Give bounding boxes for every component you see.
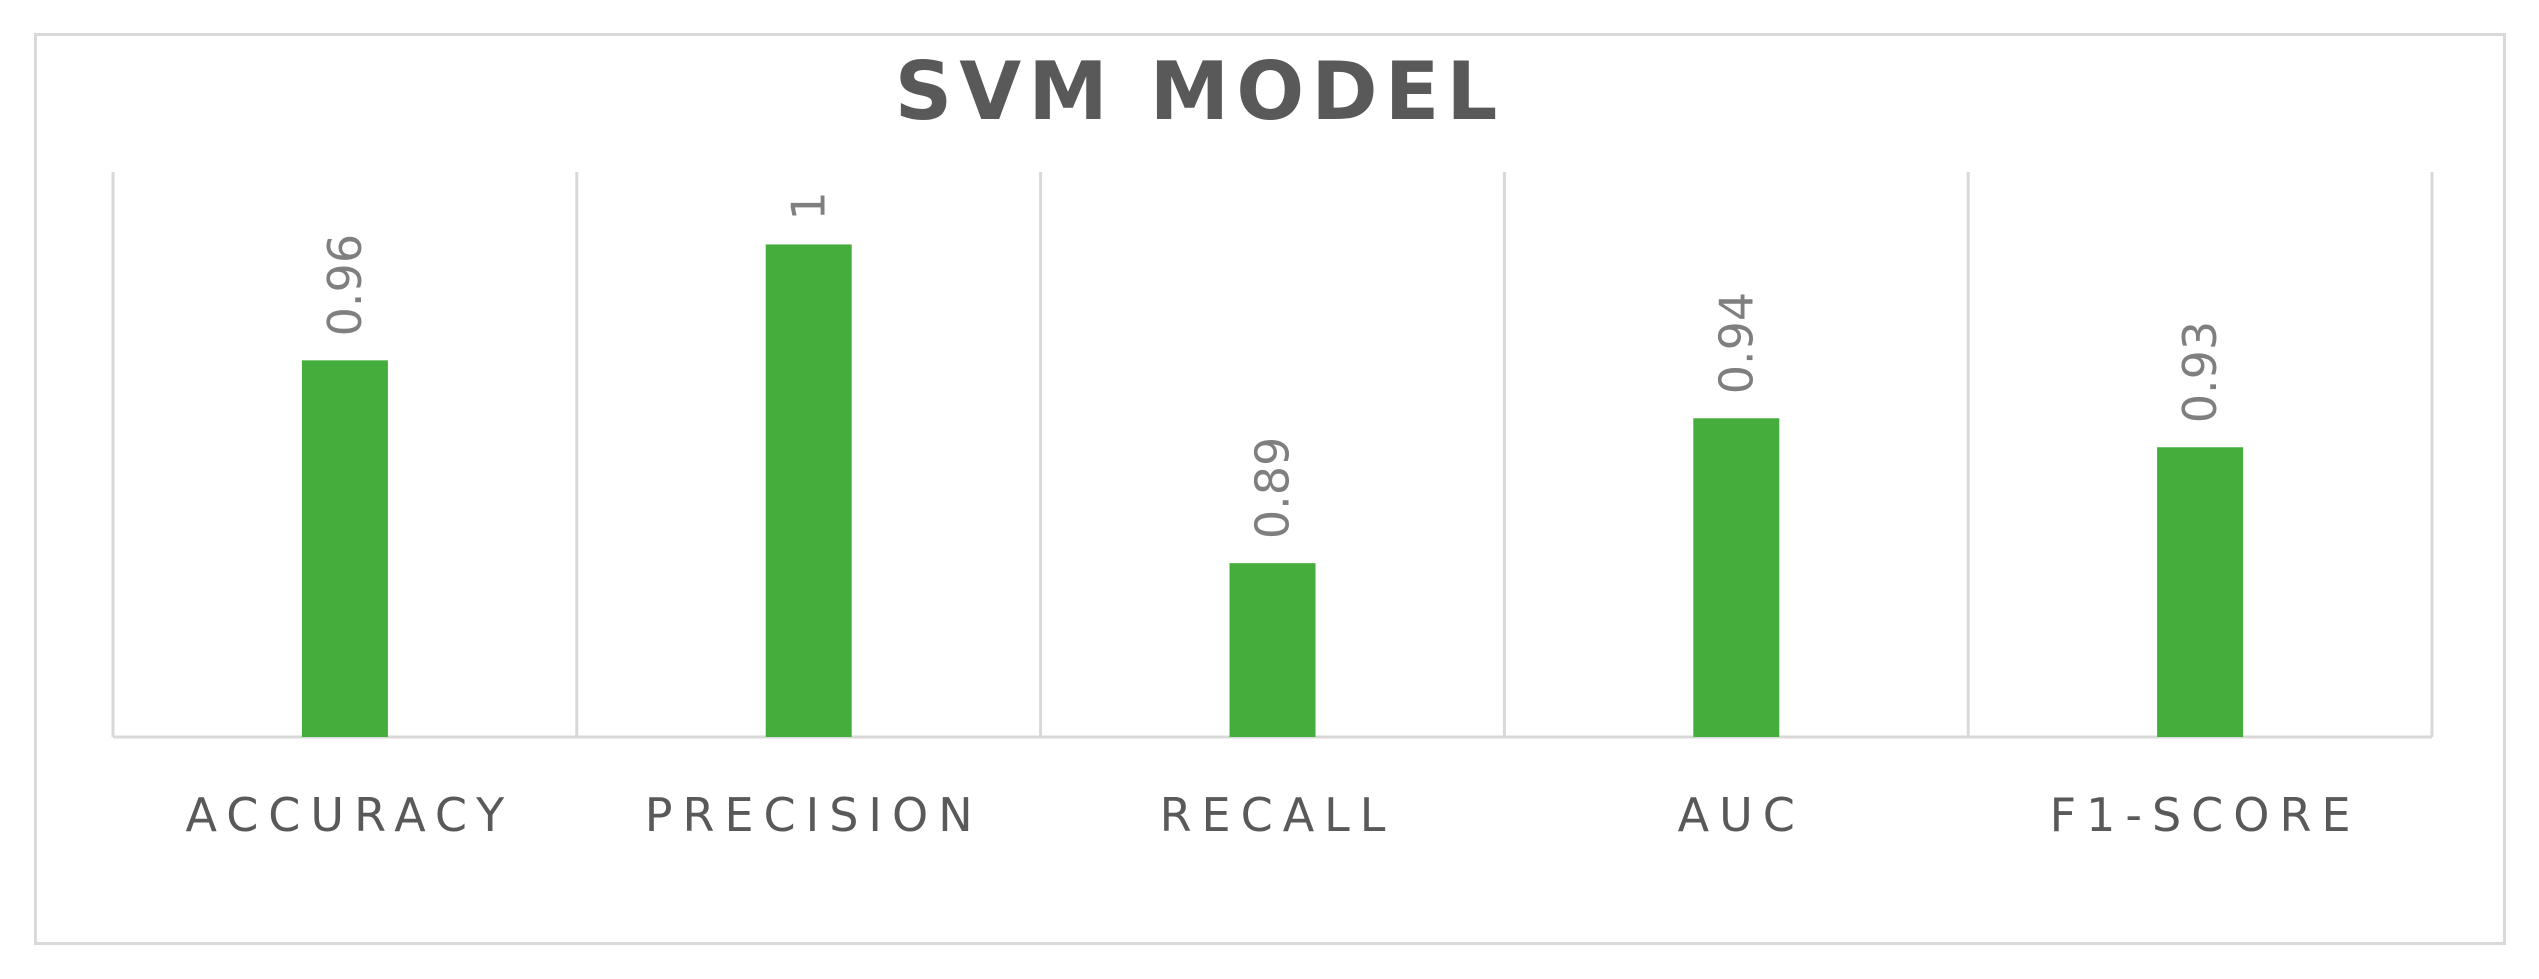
chart-frame [34,33,2506,945]
category-label-f1-score: F1-SCORE [2050,788,2361,842]
bar-precision [765,244,852,737]
category-label-recall: RECALL [1160,788,1396,842]
chart-title: SVM MODEL [894,45,1505,138]
category-label-auc: AUC [1678,788,1805,842]
category-separators [111,172,2434,737]
category-label-precision: PRECISION [645,788,983,842]
value-label-accuracy: 0.96 [318,234,372,336]
bar-recall [1229,563,1316,737]
value-label-f1-score: 0.93 [2173,321,2227,423]
category-labels: ACCURACY PRECISION RECALL AUC F1-SCORE [186,788,2361,842]
value-label-auc: 0.94 [1709,292,1763,394]
value-label-precision: 1 [782,191,836,220]
value-label-recall: 0.89 [1246,437,1300,539]
category-label-accuracy: ACCURACY [186,788,515,842]
bar-f1-score [2157,447,2244,737]
bars [301,244,2244,737]
value-labels: 0.96 1 0.89 0.94 0.93 [318,191,2227,539]
bar-auc [1693,418,1780,737]
bar-accuracy [301,360,388,737]
